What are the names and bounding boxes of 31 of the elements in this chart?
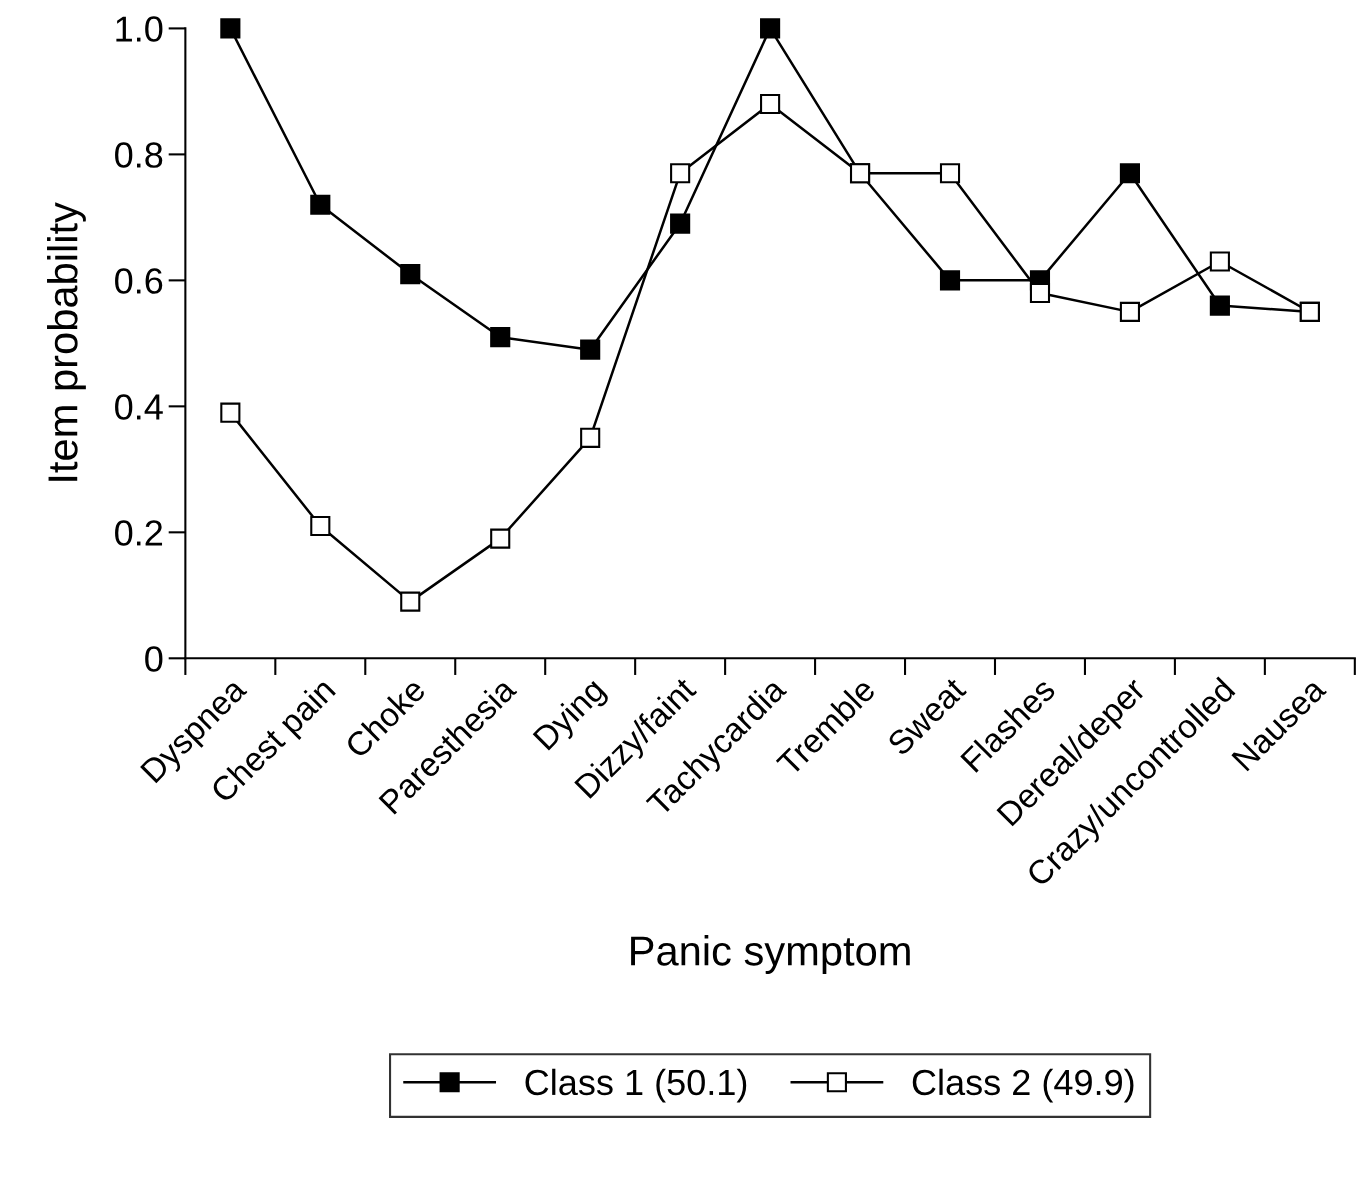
point — [220, 402, 241, 423]
point — [670, 213, 691, 234]
y-tick-label: 0 — [145, 646, 163, 672]
point — [939, 163, 961, 184]
point — [400, 264, 421, 285]
point — [490, 326, 511, 348]
point — [310, 194, 331, 215]
point — [760, 93, 781, 115]
point — [939, 270, 961, 291]
point — [1119, 301, 1140, 322]
y-tick-label: 0.2 — [115, 520, 163, 546]
point — [400, 591, 421, 612]
point — [760, 18, 781, 39]
y-tick-label: 1.0 — [116, 16, 163, 42]
point — [310, 515, 331, 537]
y-axis-title: Item probability — [47, 202, 86, 481]
y-tick-label: 0.4 — [115, 394, 163, 420]
point — [1209, 295, 1230, 316]
point — [1029, 282, 1051, 304]
legend-label: Class 1 (50.1) — [525, 1068, 747, 1103]
point — [1209, 251, 1230, 272]
point — [220, 18, 241, 39]
y-tick-label: 0.6 — [115, 268, 163, 294]
point — [670, 163, 691, 184]
point — [1119, 163, 1140, 184]
y-tick-label: 0.8 — [115, 142, 163, 168]
x-axis-title: Panic symptom — [631, 935, 910, 974]
legend-label: Class 2 (49.9) — [912, 1068, 1134, 1103]
point — [490, 528, 511, 549]
point — [580, 427, 601, 448]
point — [580, 339, 601, 360]
